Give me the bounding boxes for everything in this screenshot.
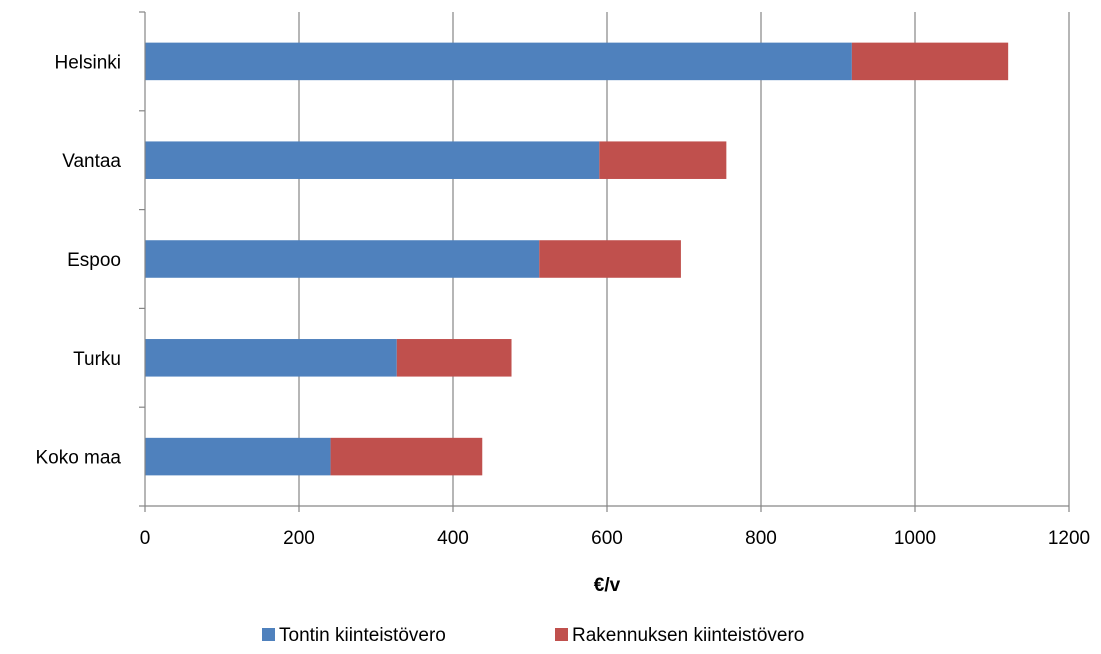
y-tick-label: Helsinki bbox=[54, 52, 121, 73]
legend-swatch bbox=[555, 628, 568, 641]
bar-segment bbox=[539, 240, 681, 278]
bars bbox=[145, 42, 1009, 476]
bar-segment bbox=[851, 42, 1009, 81]
legend-label: Rakennuksen kiinteistövero bbox=[572, 625, 804, 646]
x-tick-label: 0 bbox=[140, 528, 151, 549]
x-tick-label: 200 bbox=[283, 528, 315, 549]
legend-label: Tontin kiinteistövero bbox=[279, 625, 446, 646]
x-tick-label: 1000 bbox=[894, 528, 936, 549]
x-axis-title: €/v bbox=[594, 575, 621, 596]
y-tick-label: Espoo bbox=[67, 250, 121, 271]
bar-segment bbox=[145, 339, 397, 377]
y-tick-label: Turku bbox=[73, 349, 121, 370]
x-tick-label: 800 bbox=[745, 528, 777, 549]
legend: Tontin kiinteistövero Rakennuksen kiintei… bbox=[262, 625, 804, 646]
bar-segment bbox=[145, 437, 331, 476]
x-tick-label: 600 bbox=[591, 528, 623, 549]
bar-segment bbox=[396, 339, 512, 377]
bar-segment bbox=[145, 240, 540, 278]
legend-swatch bbox=[262, 628, 275, 641]
x-tick-label: 400 bbox=[437, 528, 469, 549]
bar-segment bbox=[145, 42, 852, 81]
x-tick-label: 1200 bbox=[1048, 528, 1090, 549]
y-tick-label: Koko maa bbox=[35, 448, 121, 469]
y-tick-label: Vantaa bbox=[62, 151, 121, 172]
bar-segment bbox=[145, 141, 600, 179]
bar-segment bbox=[330, 437, 483, 476]
tick-labels: 0 200 400 600 800 1000 1200 Helsinki Vantaa Espoo… bbox=[35, 52, 1090, 549]
bar-segment bbox=[599, 141, 727, 179]
axes bbox=[139, 11, 1070, 512]
